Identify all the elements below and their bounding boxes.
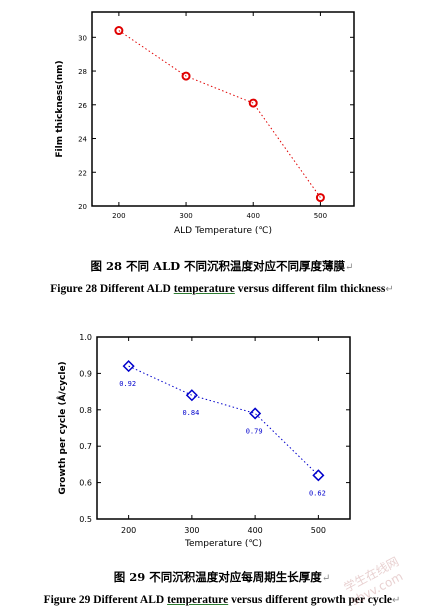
data-label: 0.84 <box>182 409 199 417</box>
y-axis-label: Growth per cycle (Å/cycle) <box>57 361 68 494</box>
figure-28-caption-en: Figure 28 Different ALD temperature vers… <box>0 283 444 295</box>
y-tick-label: 28 <box>78 68 87 76</box>
paragraph-return-mark: ↵ <box>385 284 394 295</box>
x-tick-label: 300 <box>179 212 192 220</box>
plot-frame <box>96 336 351 520</box>
caption-text: versus different growth per cycle <box>228 594 393 606</box>
y-tick-label: 0.9 <box>79 369 92 378</box>
y-tick-label: 0.5 <box>79 515 92 524</box>
y-tick-label: 20 <box>78 203 87 211</box>
data-label: 0.79 <box>246 427 263 435</box>
y-axis-label: Film thickness(nm) <box>55 60 65 157</box>
figure-29-caption-cn: 图 29 不同沉积温度对应每周期生长厚度↵ <box>0 569 444 585</box>
x-axis-label: Temperature (℃) <box>184 539 262 549</box>
caption-text: Figure 28 Different ALD <box>50 283 174 295</box>
paragraph-return-mark: ↵ <box>321 573 331 584</box>
y-tick-label: 0.7 <box>79 442 92 451</box>
y-tick-label: 1.0 <box>79 333 92 342</box>
caption-text: Figure 29 Different ALD <box>43 594 168 606</box>
data-point <box>249 407 262 420</box>
x-tick-label: 500 <box>311 526 326 535</box>
x-tick-label: 200 <box>112 212 125 220</box>
caption-underlined-word: temperature <box>173 283 235 295</box>
series-line <box>118 30 321 198</box>
paragraph-return-mark: ↵ <box>345 262 354 273</box>
chart-growth-per-cycle: 200 300 400 500 0.5 0.6 0.7 0.8 0.9 1.0 Temperatur… <box>57 333 351 549</box>
figure-28: 200 300 400 500 20 22 24 26 28 30 ALD Temperature … <box>0 0 444 245</box>
caption-text: 图 28 不同 ALD 不同沉积温度对应不同厚度薄膜 <box>90 259 346 273</box>
plot-frame <box>91 11 355 207</box>
caption-underlined-word: temperature <box>167 594 229 606</box>
data-point <box>114 26 124 36</box>
y-tick-label: 22 <box>78 169 87 177</box>
x-tick-label: 200 <box>121 526 136 535</box>
x-tick-label: 400 <box>247 212 260 220</box>
x-tick-label: 500 <box>314 212 327 220</box>
data-point <box>315 193 325 203</box>
y-tick-label: 30 <box>78 34 87 42</box>
x-axis-label: ALD Temperature (℃) <box>174 226 272 236</box>
figure-29: 200 300 400 500 0.5 0.6 0.7 0.8 0.9 1.0 Temperatur… <box>0 320 444 560</box>
figure-29-caption-en: Figure 29 Different ALD temperature vers… <box>0 594 444 606</box>
data-point <box>122 360 135 373</box>
caption-text: versus different film thickness <box>234 283 386 295</box>
paragraph-return-mark: ↵ <box>392 595 401 606</box>
data-point <box>248 98 258 108</box>
y-tick-label: 26 <box>78 102 87 110</box>
x-tick-label: 300 <box>184 526 199 535</box>
data-point <box>312 469 325 482</box>
data-point <box>185 389 198 402</box>
caption-text: 图 29 不同沉积温度对应每周期生长厚度 <box>113 570 322 584</box>
y-tick-label: 24 <box>78 136 87 144</box>
data-label: 0.62 <box>309 489 326 497</box>
y-tick-label: 0.6 <box>79 479 92 488</box>
chart-film-thickness: 200 300 400 500 20 22 24 26 28 30 ALD Temperature … <box>55 11 355 236</box>
y-tick-label: 0.8 <box>79 406 92 415</box>
figure-28-caption-cn: 图 28 不同 ALD 不同沉积温度对应不同厚度薄膜↵ <box>0 258 444 274</box>
data-label: 0.92 <box>119 380 136 388</box>
data-point <box>181 71 191 81</box>
x-tick-label: 400 <box>247 526 262 535</box>
series-line <box>128 365 319 476</box>
